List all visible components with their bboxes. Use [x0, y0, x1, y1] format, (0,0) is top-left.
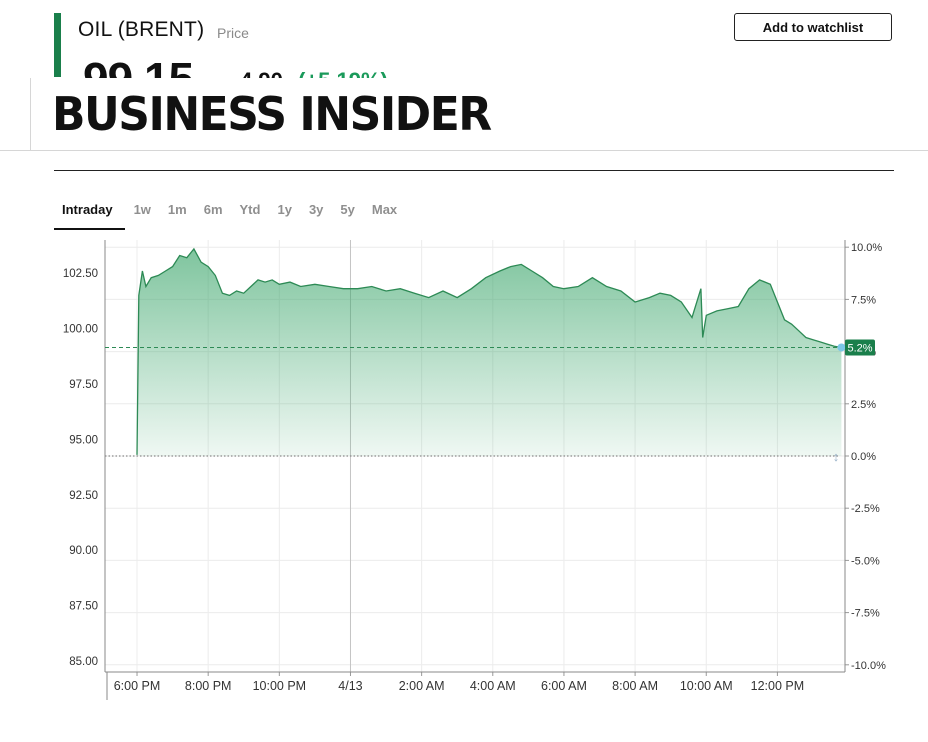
left-axis-label: 100.00 — [63, 324, 98, 336]
right-axis-label: 10.0% — [851, 242, 882, 254]
right-axis-label: -10.0% — [851, 660, 886, 672]
tab-3y[interactable]: 3y — [308, 202, 324, 217]
tab-max[interactable]: Max — [371, 202, 398, 217]
tab-1y[interactable]: 1y — [277, 202, 292, 217]
site-logo[interactable]: BUSINESS INSIDER — [52, 88, 492, 142]
header-divider — [30, 78, 31, 150]
price-area — [137, 248, 842, 456]
price-value: 99.15 — [83, 52, 194, 78]
right-axis-label: 0.0% — [851, 451, 876, 463]
price-change-percent: (+5.19%) — [298, 68, 388, 78]
price-change: 4.90 — [240, 68, 283, 78]
site-header: BUSINESS INSIDER — [0, 78, 928, 151]
x-axis-label: 12:00 PM — [751, 679, 805, 693]
instrument-title: OIL (BRENT) — [78, 18, 205, 41]
left-axis-label: 85.00 — [69, 656, 98, 668]
tab-6m[interactable]: 6m — [203, 202, 223, 217]
x-axis-label: 6:00 PM — [114, 679, 161, 693]
right-axis-label: 7.5% — [851, 294, 876, 306]
x-axis-label: 6:00 AM — [541, 679, 587, 693]
left-axis-label: 102.50 — [63, 268, 98, 280]
x-axis-label: 10:00 AM — [680, 679, 733, 693]
tab-5y[interactable]: 5y — [340, 202, 355, 217]
timeframe-tabs: Intraday 1w 1m 6m Ytd 1y 3y 5y Max — [54, 195, 406, 230]
tab-1w[interactable]: 1w — [133, 202, 151, 217]
price-line — [136, 247, 842, 455]
right-axis-label: -5.0% — [851, 555, 880, 567]
x-axis-label: 10:00 PM — [253, 679, 307, 693]
left-axis-label: 87.50 — [69, 601, 98, 613]
right-axis-label: 5.0% — [851, 347, 876, 359]
right-axis-label: 2.5% — [851, 399, 876, 411]
tab-intraday[interactable]: Intraday — [54, 195, 125, 230]
left-axis-label: 92.50 — [69, 490, 98, 502]
x-axis-label: 4/13 — [338, 679, 362, 693]
chart-grid — [105, 240, 845, 672]
x-axis-label: 8:00 AM — [612, 679, 658, 693]
left-axis-label: 97.50 — [69, 379, 98, 391]
tab-1m[interactable]: 1m — [167, 202, 187, 217]
left-axis-label: 90.00 — [69, 545, 98, 557]
add-to-watchlist-button[interactable]: Add to watchlist — [734, 13, 892, 41]
price-strip: 99.15 4.90 (+5.19%) — [0, 52, 928, 78]
current-price-dot — [837, 343, 846, 352]
current-change-badge — [845, 339, 875, 356]
tab-ytd[interactable]: Ytd — [239, 202, 261, 217]
section-divider — [54, 170, 894, 171]
quote-accent-bar — [54, 13, 61, 77]
right-axis-label: -2.5% — [851, 503, 880, 515]
x-axis-label: 8:00 PM — [185, 679, 232, 693]
baseline-drag-icon: ↕ — [833, 449, 840, 464]
price-label: Price — [217, 25, 249, 41]
right-axis-label: -7.5% — [851, 608, 880, 620]
x-axis-label: 2:00 AM — [399, 679, 445, 693]
current-change-badge-label: 5.2% — [847, 342, 872, 354]
left-axis-label: 95.00 — [69, 434, 98, 446]
x-axis-label: 4:00 AM — [470, 679, 516, 693]
